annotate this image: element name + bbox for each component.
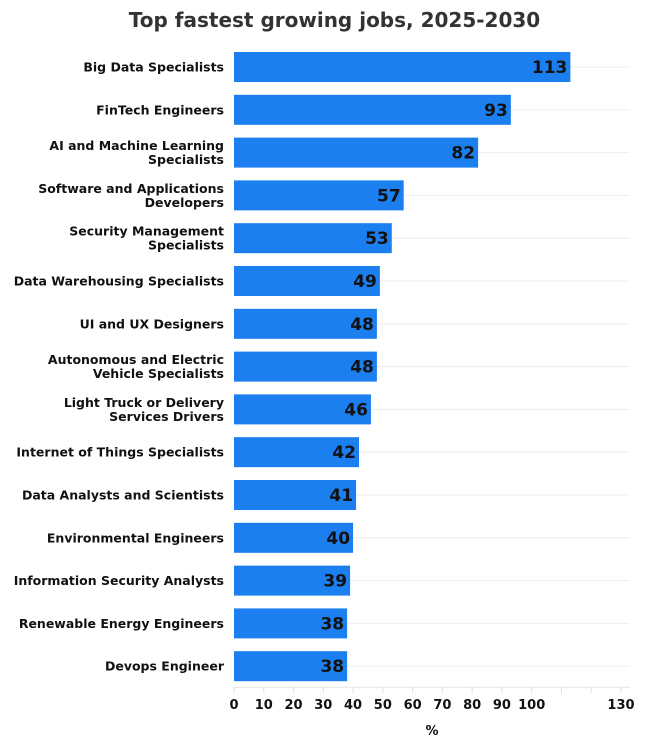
bar — [234, 52, 571, 82]
x-tick-label: 130 — [607, 698, 634, 713]
bar — [234, 180, 404, 211]
category-label: Environmental Engineers — [47, 530, 224, 545]
category-label-line: UI and UX Designers — [80, 316, 224, 331]
category-label: Information Security Analysts — [14, 573, 224, 588]
data-label: 42 — [332, 443, 356, 463]
category-label: FinTech Engineers — [96, 102, 224, 117]
data-label: 46 — [344, 400, 368, 420]
bar — [234, 565, 351, 596]
x-tick-label: 0 — [229, 698, 238, 713]
x-tick-label: 90 — [493, 698, 511, 713]
category-label-line: Services Drivers — [109, 409, 224, 424]
data-label: 40 — [326, 529, 350, 549]
data-label: 113 — [532, 58, 568, 78]
bar — [234, 608, 348, 639]
category-label-line: Security Management — [69, 224, 224, 239]
category-label-line: Internet of Things Specialists — [16, 445, 224, 460]
category-label-line: Specialists — [148, 152, 224, 167]
category-label: Light Truck or Delivery Services Drivers — [64, 395, 224, 424]
category-label-line: Environmental Engineers — [47, 530, 224, 545]
category-label-line: FinTech Engineers — [96, 102, 224, 117]
data-label: 48 — [350, 315, 374, 335]
category-label-line: Devops Engineer — [105, 659, 225, 674]
bar — [234, 480, 357, 510]
category-label: Internet of Things Specialists — [16, 445, 224, 460]
category-label-line: Autonomous and Electric — [48, 352, 224, 367]
x-tick-label: 100 — [518, 698, 545, 713]
bar — [234, 137, 479, 168]
category-label-line: Developers — [145, 195, 224, 210]
category-label: UI and UX Designers — [80, 316, 224, 331]
x-tick-label: 30 — [314, 698, 332, 713]
x-tick-label: 10 — [255, 698, 273, 713]
x-axis-label: % — [425, 724, 438, 739]
category-label: AI and Machine Learning Specialists — [49, 138, 224, 167]
category-label: Renewable Energy Engineers — [19, 616, 224, 631]
category-label-line: Data Analysts and Scientists — [22, 488, 224, 503]
category-label-line: Software and Applications — [38, 181, 224, 196]
data-label: 41 — [329, 486, 353, 506]
x-tick-label: 70 — [433, 698, 451, 713]
bar — [234, 394, 371, 425]
x-tick-label: 60 — [404, 698, 422, 713]
chart-title: Top fastest growing jobs, 2025-2030 — [128, 8, 541, 32]
data-label: 38 — [320, 614, 344, 634]
category-label: Data Warehousing Specialists — [14, 274, 224, 289]
bar — [234, 223, 392, 254]
x-tick-label: 80 — [463, 698, 481, 713]
bar — [234, 308, 377, 339]
bar — [234, 94, 511, 125]
category-label-line: Big Data Specialists — [83, 60, 224, 75]
data-label: 38 — [320, 657, 344, 677]
category-label-line: AI and Machine Learning — [49, 138, 224, 153]
category-label: Big Data Specialists — [83, 60, 224, 75]
category-label: Data Analysts and Scientists — [22, 488, 224, 503]
category-label: Autonomous and Electric Vehicle Specialis… — [48, 352, 224, 381]
data-label: 82 — [451, 144, 475, 164]
category-label: Software and Applications Developers — [38, 181, 224, 210]
category-label: Devops Engineer — [105, 659, 225, 674]
bar — [234, 266, 380, 296]
bar — [234, 351, 377, 382]
data-label: 93 — [484, 101, 508, 121]
data-label: 57 — [377, 186, 401, 206]
bar — [234, 437, 360, 468]
category-label-line: Light Truck or Delivery — [64, 395, 224, 410]
data-label: 53 — [365, 229, 389, 249]
category-label: Security Management Specialists — [69, 224, 224, 253]
data-label: 48 — [350, 358, 374, 378]
data-label: 49 — [353, 272, 377, 292]
bar — [234, 651, 348, 682]
data-label: 39 — [323, 572, 347, 592]
bar — [234, 522, 354, 553]
category-label-line: Specialists — [148, 238, 224, 253]
category-label-line: Renewable Energy Engineers — [19, 616, 224, 631]
x-tick-label: 50 — [374, 698, 392, 713]
x-tick-label: 20 — [284, 698, 302, 713]
x-tick-label: 40 — [344, 698, 362, 713]
category-label-line: Data Warehousing Specialists — [14, 274, 224, 289]
category-label-line: Vehicle Specialists — [93, 366, 224, 381]
category-label-line: Information Security Analysts — [14, 573, 224, 588]
